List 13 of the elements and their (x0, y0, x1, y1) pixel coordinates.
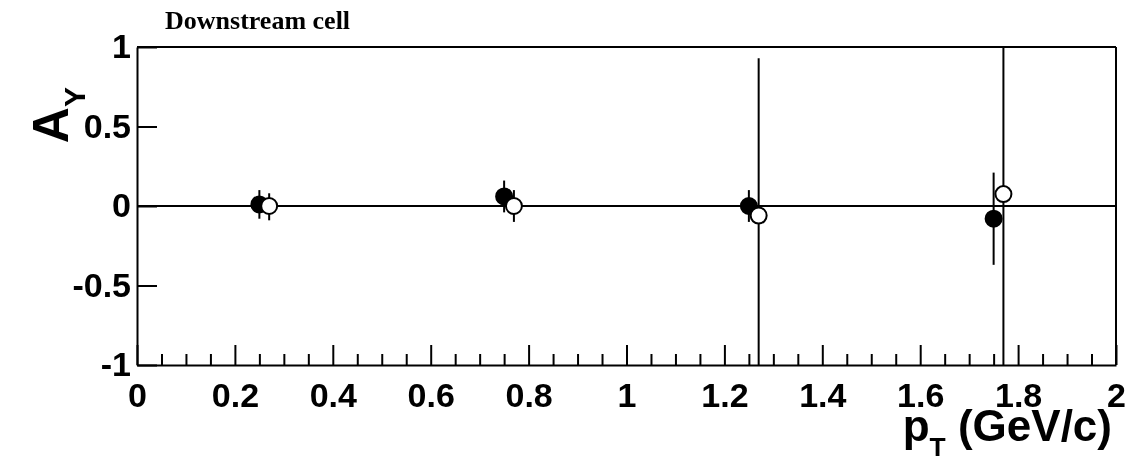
x-tick-label: 2 (1107, 376, 1126, 415)
y-tick-label: 1 (112, 27, 131, 66)
x-tick-label: 1.2 (701, 376, 749, 415)
x-tick-label: 0.8 (505, 376, 553, 415)
y-tick-label: -1 (100, 345, 131, 384)
y-tick-label: 0 (112, 186, 131, 225)
x-tick-label: 0.2 (211, 376, 260, 415)
x-tick-label: 1 (617, 376, 637, 415)
x-tick-label: 1.4 (799, 376, 847, 415)
x-tick-label: 0.6 (407, 376, 455, 415)
y-tick-label: -0.5 (72, 265, 131, 304)
chart-title: Downstream cell (165, 6, 351, 35)
x-tick-label: 0.4 (309, 376, 358, 415)
